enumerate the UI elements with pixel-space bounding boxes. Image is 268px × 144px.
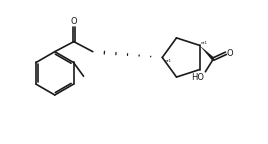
Text: O: O: [227, 49, 233, 58]
Text: O: O: [70, 17, 77, 26]
Text: or1: or1: [164, 59, 172, 63]
Text: or1: or1: [201, 41, 208, 45]
Text: HO: HO: [192, 73, 204, 82]
Polygon shape: [199, 45, 214, 60]
